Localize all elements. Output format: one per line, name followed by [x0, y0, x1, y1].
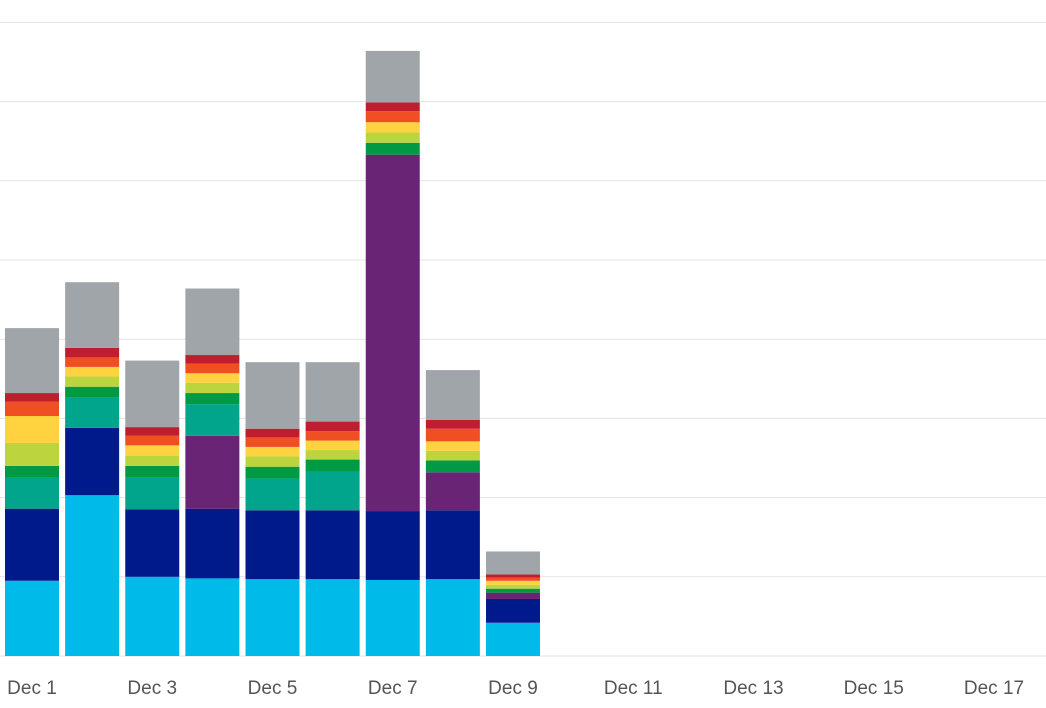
bar-segment[interactable] [365, 111, 420, 123]
bar-segment[interactable] [365, 132, 420, 143]
bar-segment[interactable] [305, 459, 360, 472]
bar-segment[interactable] [245, 362, 300, 429]
bar-segment[interactable] [305, 440, 360, 451]
bars [5, 50, 540, 656]
bar-segment[interactable] [305, 471, 360, 511]
bar-segment[interactable] [486, 622, 540, 656]
bar-segment[interactable] [425, 510, 480, 580]
bar-segment[interactable] [425, 460, 480, 473]
bar-segment[interactable] [5, 477, 59, 509]
bar-segment[interactable] [5, 508, 59, 581]
bar-segment[interactable] [125, 465, 180, 478]
bar-segment[interactable] [125, 435, 180, 446]
bar-segment[interactable] [185, 363, 240, 374]
bar-segment[interactable] [185, 288, 240, 356]
bar-segment[interactable] [305, 510, 360, 580]
bar-segment[interactable] [185, 355, 240, 364]
bar-segment[interactable] [486, 577, 540, 581]
bar-segment[interactable] [305, 431, 360, 441]
bar-segment[interactable] [65, 347, 120, 358]
x-tick-label: Dec 5 [248, 678, 298, 699]
bar-segment[interactable] [65, 282, 120, 348]
bar-segment[interactable] [5, 465, 59, 478]
bar-segment[interactable] [125, 576, 180, 656]
bar-segment[interactable] [486, 584, 540, 589]
x-tick-label: Dec 7 [368, 678, 418, 699]
bar-segment[interactable] [65, 366, 120, 377]
x-tick-label: Dec 1 [7, 678, 57, 699]
bar-segment[interactable] [486, 592, 540, 599]
bar-segment[interactable] [425, 579, 480, 656]
bar-segment[interactable] [365, 102, 420, 112]
bar-segment[interactable] [245, 446, 300, 457]
bar-segment[interactable] [65, 397, 120, 428]
bar-segment[interactable] [125, 427, 180, 436]
bar-segment[interactable] [125, 455, 180, 466]
bar-segment[interactable] [365, 511, 420, 580]
bar-segment[interactable] [365, 579, 420, 656]
bar-segment[interactable] [65, 386, 120, 398]
bar-segment[interactable] [125, 360, 180, 428]
x-tick-label: Dec 9 [488, 678, 538, 699]
bar-segment[interactable] [245, 579, 300, 656]
x-tick-label: Dec 13 [723, 678, 783, 699]
bar-segment[interactable] [365, 50, 420, 103]
bar-segment[interactable] [185, 435, 240, 509]
x-axis-tick-labels: Dec 1 Dec 3 Dec 5 Dec 7 Dec 9 Dec 11 Dec 13 Dec… [7, 678, 1024, 699]
bar-segment[interactable] [185, 382, 240, 394]
x-tick-label: Dec 17 [964, 678, 1024, 699]
bar-segment[interactable] [65, 427, 120, 496]
bar-segment[interactable] [365, 142, 420, 155]
bar-segment[interactable] [5, 442, 59, 466]
bar-segment[interactable] [425, 370, 480, 420]
bar-segment[interactable] [425, 472, 480, 511]
bar-segment[interactable] [486, 574, 540, 578]
bar-segment[interactable] [125, 445, 180, 456]
bar-segment[interactable] [125, 509, 180, 577]
bar-segment[interactable] [305, 421, 360, 432]
bar-segment[interactable] [185, 508, 240, 579]
bar-segment[interactable] [245, 437, 300, 447]
bar-segment[interactable] [5, 416, 59, 443]
bar-segment[interactable] [65, 495, 120, 656]
bar-segment[interactable] [185, 578, 240, 656]
bar-segment[interactable] [5, 401, 59, 417]
x-tick-label: Dec 3 [127, 678, 177, 699]
bar-segment[interactable] [486, 588, 540, 593]
bar-segment[interactable] [245, 456, 300, 467]
bar-segment[interactable] [65, 376, 120, 387]
bar-segment[interactable] [365, 122, 420, 133]
bar-segment[interactable] [245, 428, 300, 438]
x-tick-label: Dec 15 [844, 678, 904, 699]
bar-segment[interactable] [185, 404, 240, 436]
bar-segment[interactable] [486, 598, 540, 623]
bar-segment[interactable] [245, 478, 300, 511]
bar-segment[interactable] [425, 419, 480, 429]
bar-segment[interactable] [305, 579, 360, 656]
bar-segment[interactable] [486, 580, 540, 585]
bar-segment[interactable] [245, 466, 300, 479]
bar-segment[interactable] [425, 441, 480, 451]
bar-segment[interactable] [365, 154, 420, 512]
bar-segment[interactable] [305, 362, 360, 422]
bar-segment[interactable] [5, 328, 59, 394]
bar-segment[interactable] [425, 428, 480, 442]
x-tick-label: Dec 11 [604, 678, 663, 699]
bar-segment[interactable] [305, 450, 360, 460]
bar-segment[interactable] [5, 393, 59, 402]
bar-segment[interactable] [125, 477, 180, 510]
bar-segment[interactable] [425, 450, 480, 461]
bar-segment[interactable] [245, 510, 300, 580]
bar-segment[interactable] [5, 580, 59, 656]
bar-segment[interactable] [486, 551, 540, 575]
bar-segment[interactable] [185, 393, 240, 405]
bar-segment[interactable] [65, 357, 120, 367]
bar-segment[interactable] [185, 373, 240, 383]
